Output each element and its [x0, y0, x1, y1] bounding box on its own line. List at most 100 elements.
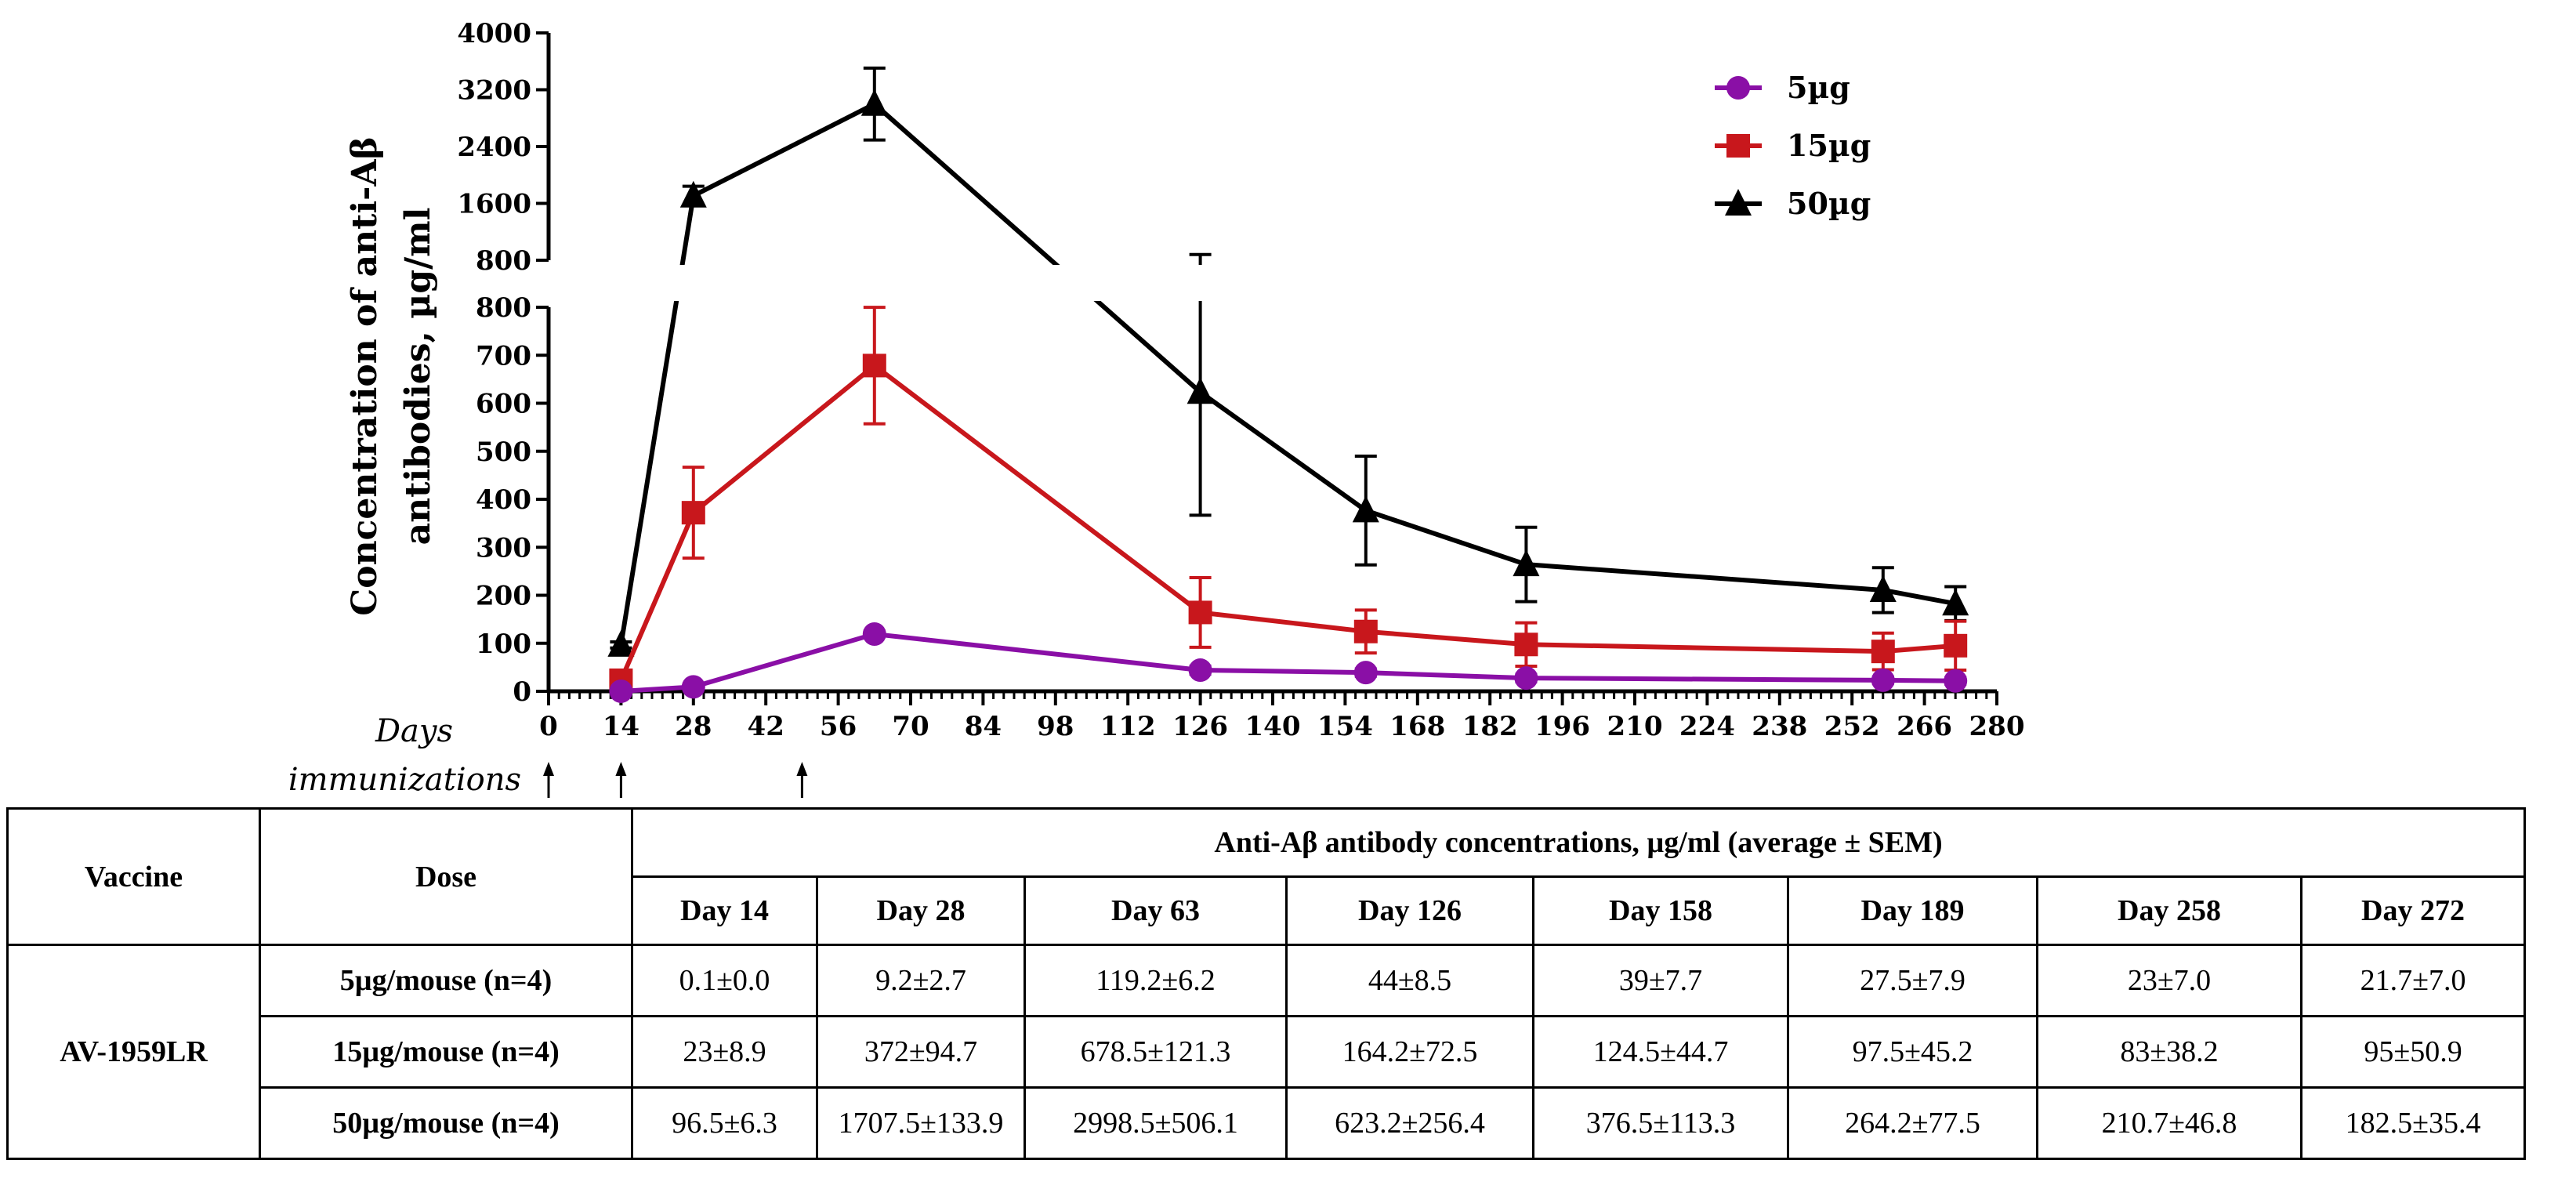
value-cell: 1707.5±133.9: [816, 1086, 1026, 1160]
dose-cell: 5µg/mouse (n=4): [259, 944, 633, 1017]
value-cell: 96.5±6.3: [631, 1086, 818, 1160]
data-point: [1352, 495, 1379, 523]
value-cell: 83±38.2: [2036, 1015, 2302, 1089]
concentration-table: Vaccine Dose Anti-Aβ antibody concentrat…: [6, 807, 2527, 1160]
legend-item: 5µg: [1715, 70, 1850, 105]
data-point: [679, 180, 707, 208]
value-cell: 23±7.0: [2036, 944, 2302, 1017]
x-tick-label: 56: [820, 711, 857, 742]
x-tick-label: 196: [1534, 711, 1590, 742]
value-cell: 27.5±7.9: [1787, 944, 2038, 1017]
x-axis-label: Days: [375, 713, 453, 749]
y-tick-label: 200: [476, 581, 531, 612]
value-cell: 623.2±256.4: [1285, 1086, 1534, 1160]
x-tick-label: 252: [1824, 711, 1880, 742]
legend-label: 50µg: [1787, 186, 1871, 221]
data-point: [1725, 189, 1752, 216]
data-point: [1944, 669, 1968, 693]
value-cell: 376.5±113.3: [1532, 1086, 1789, 1160]
immunization-arrowhead: [796, 762, 808, 776]
data-point: [1188, 658, 1212, 683]
legend-item: 50µg: [1715, 186, 1871, 221]
y-axis-label-line1: Concentration of anti-Aβ: [345, 136, 385, 616]
value-cell: 0.1±0.0: [631, 944, 818, 1017]
data-point: [1188, 600, 1212, 625]
data-point: [1187, 377, 1214, 404]
legend-item: 15µg: [1715, 128, 1871, 163]
x-tick-label: 42: [748, 711, 784, 742]
y-tick-label: 3200: [457, 75, 531, 107]
x-tick-label: 210: [1607, 711, 1663, 742]
y-tick-label: 100: [476, 629, 531, 660]
value-cell: 164.2±72.5: [1285, 1015, 1534, 1089]
header-day: Day 258: [2036, 875, 2302, 946]
series-15µg: [609, 306, 1968, 692]
data-point: [862, 622, 886, 646]
value-cell: 182.5±35.4: [2299, 1086, 2527, 1160]
header-dose: Dose: [259, 807, 633, 946]
immunization-arrowhead: [543, 762, 554, 776]
x-tick-label: 84: [965, 711, 1002, 742]
header-day: Day 126: [1285, 875, 1534, 946]
x-tick-label: 126: [1172, 711, 1228, 742]
chart-series: [545, 66, 2002, 703]
data-point: [1869, 575, 1897, 602]
y-tick-label: 700: [476, 340, 531, 372]
header-day: Day 158: [1532, 875, 1789, 946]
x-tick-label: 140: [1245, 711, 1301, 742]
legend-label: 15µg: [1787, 128, 1871, 163]
value-cell: 9.2±2.7: [816, 944, 1026, 1017]
y-tick-label: 800: [476, 292, 531, 324]
data-point: [1871, 668, 1895, 692]
data-point: [1353, 661, 1378, 685]
x-tick-label: 70: [892, 711, 929, 742]
value-cell: 97.5±45.2: [1787, 1015, 2038, 1089]
data-point: [681, 675, 705, 699]
x-tick-label: 238: [1752, 711, 1807, 742]
table-day-row: Day 14 Day 28 Day 63 Day 126 Day 158 Day…: [8, 875, 2527, 946]
y-tick-label: 600: [476, 389, 531, 420]
data-point: [1942, 589, 1969, 616]
series-line: [621, 631, 1956, 694]
y-tick-label: 2400: [457, 132, 531, 163]
header-vaccine: Vaccine: [6, 807, 261, 946]
legend-label: 5µg: [1787, 70, 1850, 105]
series-line: [618, 101, 1956, 646]
value-cell: 124.5±44.7: [1532, 1015, 1789, 1089]
x-tick-label: 28: [675, 711, 712, 742]
x-tick-label: 154: [1317, 711, 1373, 742]
dose-cell: 50µg/mouse (n=4): [259, 1086, 633, 1160]
data-point: [1726, 134, 1750, 158]
header-day: Day 14: [631, 875, 818, 946]
data-point: [681, 501, 705, 525]
x-tick-label: 98: [1037, 711, 1074, 742]
series-50µg: [607, 66, 1969, 657]
data-point: [1726, 76, 1750, 100]
dose-cell: 15µg/mouse (n=4): [259, 1015, 633, 1089]
data-point: [607, 629, 635, 657]
vaccine-cell: AV-1959LR: [6, 944, 261, 1160]
y-tick-label: 500: [476, 437, 531, 468]
y-tick-label: 0: [513, 676, 531, 708]
x-tick-label: 0: [539, 711, 558, 742]
header-span: Anti-Aβ antibody concentrations, µg/ml (…: [630, 807, 2527, 878]
x-tick-label: 14: [603, 711, 639, 742]
y-tick-label: 4000: [457, 18, 531, 49]
data-point: [609, 679, 633, 703]
data-point: [1871, 640, 1895, 664]
x-tick-label: 112: [1100, 711, 1156, 742]
table-header-row: Vaccine Dose Anti-Aβ antibody concentrat…: [6, 807, 2527, 946]
table-row: AV-1959LR 5µg/mouse (n=4) 0.1±0.0 9.2±2.…: [6, 944, 2527, 1160]
header-day: Day 28: [816, 875, 1026, 946]
value-cell: 678.5±121.3: [1024, 1015, 1288, 1089]
value-cell: 210.7±46.8: [2036, 1086, 2302, 1160]
header-day: Day 189: [1787, 875, 2038, 946]
data-point: [862, 353, 886, 378]
series-line: [618, 362, 1956, 682]
data-point: [1514, 666, 1538, 690]
data-point: [1513, 549, 1540, 577]
chart-legend: 5µg 15µg 50µg: [1715, 70, 1871, 221]
y-axis-label-line2: antibodies, µg/ml: [398, 208, 438, 546]
data-point: [1514, 632, 1538, 657]
value-cell: 39±7.7: [1532, 944, 1789, 1017]
